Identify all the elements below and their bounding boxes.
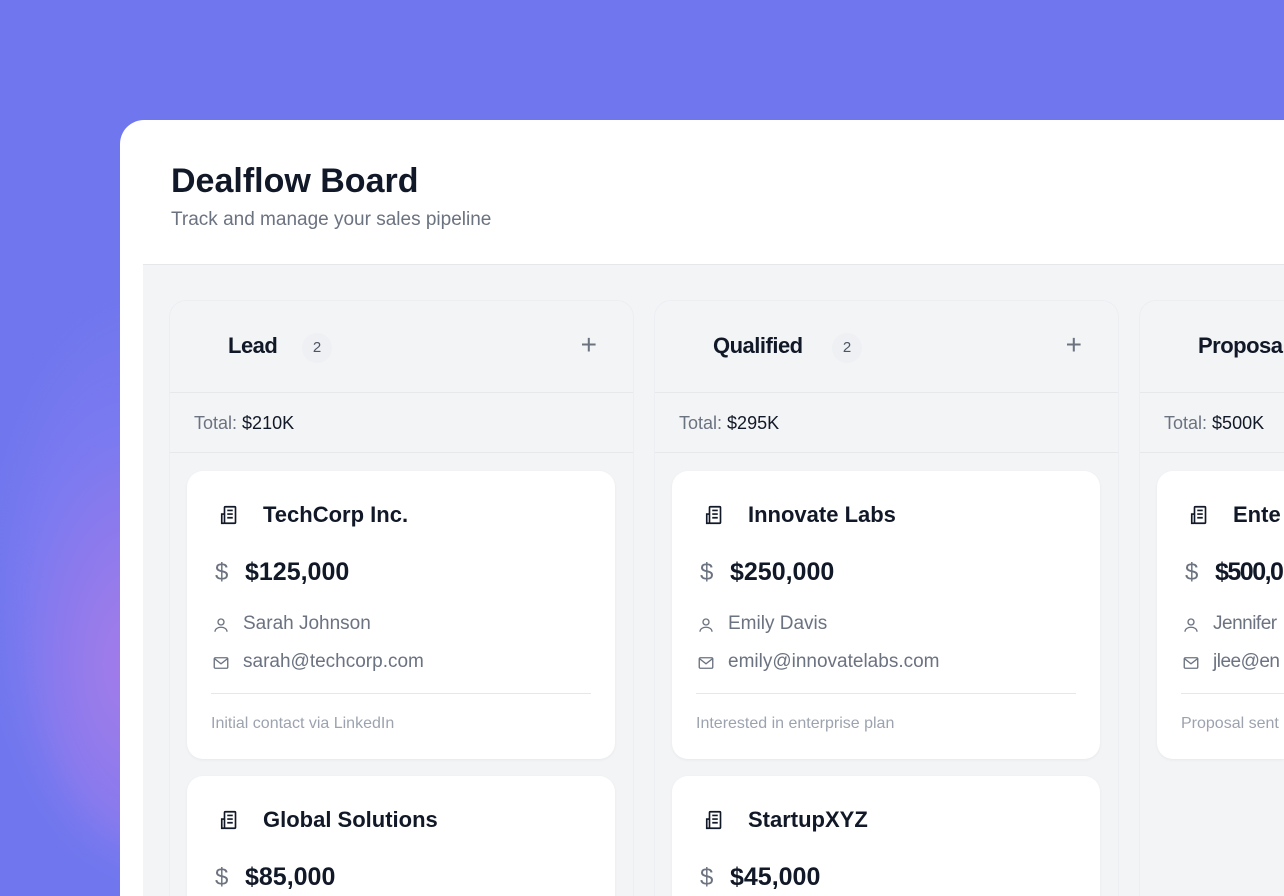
contact-email[interactable]: jlee@en [1213,651,1280,672]
column-title: Qualified [713,333,803,358]
column-count-badge: 2 [302,333,332,363]
deal-card[interactable]: StartupXYZ $ $45,000 [672,776,1100,896]
plus-icon[interactable]: + [1065,329,1082,360]
dollar-icon: $ [700,559,714,586]
deal-card[interactable]: Innovate Labs $ $250,000 Emily Davis emi… [672,471,1100,759]
column-total: Total: $500K [1140,393,1284,453]
deal-amount: $45,000 [730,863,821,891]
user-icon [1184,618,1198,632]
total-value: $295K [727,413,780,433]
column-title: Lead [228,333,278,358]
building-icon [705,505,722,525]
contact-email[interactable]: emily@innovatelabs.com [728,651,940,672]
building-icon [220,505,237,525]
deal-card[interactable]: Ente $ $500,0 Jennifer jlee@en Proposal … [1157,471,1284,759]
divider [1181,693,1284,694]
column-total: Total: $295K [655,393,1118,453]
kanban-board: Lead 2 + Total: $210K TechCorp Inc. $ $125… [143,264,1284,896]
deal-amount: $125,000 [245,558,350,586]
company-name: TechCorp Inc. [263,502,409,527]
total-label: Total: [1164,413,1208,433]
contact-name: Sarah Johnson [243,613,371,634]
app-window: Dealflow Board Track and manage your sal… [120,120,1284,896]
mail-icon [698,657,714,669]
company-name: StartupXYZ [748,807,868,832]
company-name: Ente [1233,502,1281,527]
total-value: $210K [242,413,295,433]
contact-name: Jennifer [1213,613,1277,634]
page-title: Dealflow Board [171,162,419,200]
deal-note: Proposal sent [1181,715,1279,732]
mail-icon [1183,657,1199,669]
divider [696,693,1076,694]
column-proposa: Proposa Total: $500K Ente $ $500,0 Jennif… [1140,301,1284,896]
deal-note: Interested in enterprise plan [696,715,895,732]
column-qualified: Qualified 2 + Total: $295K Innovate Labs $… [655,301,1118,896]
contact-email[interactable]: sarah@techcorp.com [243,651,424,672]
deal-card[interactable]: Global Solutions $ $85,000 [187,776,615,896]
column-title: Proposa [1198,333,1283,358]
total-value: $500K [1212,413,1265,433]
user-icon [214,618,228,632]
deal-note: Initial contact via LinkedIn [211,715,395,732]
column-count-badge: 2 [832,333,862,363]
deal-amount: $250,000 [730,558,835,586]
column-header: Proposa [1140,301,1284,393]
page-subtitle: Track and manage your sales pipeline [171,209,492,230]
total-label: Total: [194,413,238,433]
company-name: Global Solutions [263,807,438,832]
contact-name: Emily Davis [728,613,828,634]
company-name: Innovate Labs [748,502,896,527]
column-header: Lead 2 + [170,301,633,393]
dollar-icon: $ [215,559,229,586]
building-icon [705,810,722,830]
deal-amount: $500,0 [1215,558,1284,586]
divider [211,693,591,694]
building-icon [1190,505,1207,525]
deal-card[interactable]: TechCorp Inc. $ $125,000 Sarah Johnson s… [187,471,615,759]
column-header: Qualified 2 + [655,301,1118,393]
total-label: Total: [679,413,723,433]
column-lead: Lead 2 + Total: $210K TechCorp Inc. $ $125… [170,301,633,896]
mail-icon [213,657,229,669]
building-icon [220,810,237,830]
plus-icon[interactable]: + [580,329,597,360]
deal-amount: $85,000 [245,863,336,891]
dollar-icon: $ [215,864,229,891]
user-icon [699,618,713,632]
dollar-icon: $ [700,864,714,891]
column-total: Total: $210K [170,393,633,453]
dollar-icon: $ [1185,559,1199,586]
